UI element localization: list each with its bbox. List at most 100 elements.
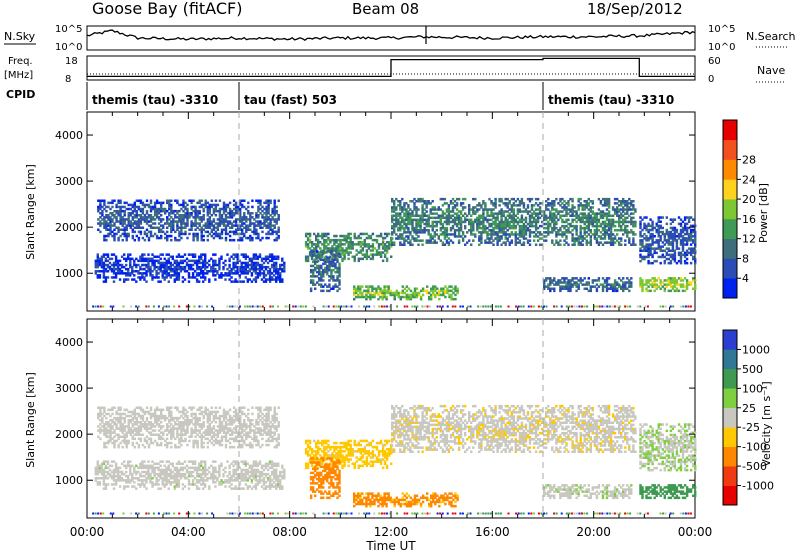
power-cell	[622, 281, 625, 284]
power-cell	[332, 268, 335, 272]
power-cell	[611, 222, 615, 226]
power-cell	[643, 257, 646, 261]
power-cell	[220, 216, 224, 219]
power-cell	[141, 201, 145, 205]
power-cell	[147, 261, 150, 265]
power-cell	[256, 274, 260, 277]
power-cell	[104, 253, 108, 256]
power-cell	[522, 218, 526, 222]
power-cell	[649, 232, 652, 236]
power-cell	[551, 212, 554, 215]
power-cell	[99, 224, 102, 227]
power-cell	[609, 243, 613, 246]
power-cell	[611, 243, 615, 246]
power-cell	[208, 226, 211, 229]
power-cell	[351, 245, 354, 248]
power-cell	[147, 236, 151, 240]
power-cell	[613, 241, 617, 244]
power-cell	[587, 233, 590, 236]
power-cell	[216, 209, 220, 213]
power-cell	[496, 226, 499, 230]
power-cell	[369, 291, 372, 295]
power-cell	[671, 279, 675, 282]
power-cell	[429, 212, 432, 215]
velocity-cell	[121, 416, 124, 420]
power-cell	[116, 270, 120, 273]
power-cell	[165, 274, 168, 277]
power-cell	[181, 261, 185, 265]
power-cell	[622, 218, 625, 222]
power-cell	[421, 200, 424, 203]
power-cell	[510, 239, 513, 242]
power-cell	[157, 255, 160, 258]
power-cell	[383, 289, 386, 293]
power-cell	[657, 220, 660, 223]
power-cell	[472, 220, 475, 224]
power-cell	[407, 297, 411, 301]
power-cell	[125, 267, 128, 271]
power-cell	[512, 204, 515, 207]
velocity-cell	[125, 431, 128, 434]
power-cell	[379, 287, 382, 290]
power-cell	[273, 205, 276, 209]
power-cell	[243, 222, 246, 225]
power-cell	[182, 203, 185, 207]
power-cell	[526, 204, 530, 207]
power-cell	[254, 265, 258, 269]
power-cell	[589, 231, 592, 234]
power-cell	[643, 247, 646, 250]
power-cell	[401, 224, 404, 228]
power-cell	[470, 229, 473, 232]
power-cell	[626, 235, 629, 238]
power-cell	[111, 220, 114, 223]
power-cell	[327, 236, 330, 240]
power-cell	[662, 305, 665, 308]
power-cell	[571, 218, 574, 222]
power-cell	[202, 234, 205, 238]
power-cell	[685, 230, 689, 234]
velocity-cell	[129, 429, 132, 432]
power-cell	[239, 228, 242, 231]
power-cell	[413, 197, 416, 201]
power-cell	[172, 228, 175, 231]
power-cell	[603, 233, 607, 236]
power-cell	[105, 216, 108, 219]
power-cell	[244, 272, 247, 275]
power-cell	[353, 232, 356, 236]
power-cell	[425, 218, 428, 222]
power-cell	[585, 214, 588, 217]
power-cell	[403, 291, 407, 295]
power-cell	[413, 293, 417, 297]
power-cell	[153, 261, 156, 265]
power-cell	[401, 237, 404, 240]
power-cell	[455, 204, 459, 207]
power-cell	[579, 277, 582, 280]
power-cell	[385, 232, 389, 236]
power-cell	[359, 293, 362, 297]
power-cell	[669, 218, 673, 221]
power-cell	[639, 281, 642, 284]
power-cell	[96, 259, 99, 263]
power-cell	[555, 208, 558, 211]
power-cell	[683, 218, 687, 221]
power-cell	[589, 243, 592, 246]
power-cell	[395, 224, 398, 228]
power-cell	[326, 260, 329, 264]
power-cell	[198, 259, 201, 263]
power-cell	[553, 208, 556, 211]
power-cell	[115, 220, 118, 223]
power-cell	[353, 259, 356, 263]
power-cell	[405, 235, 408, 238]
power-cell	[510, 224, 513, 228]
velocity-cell	[119, 441, 122, 445]
power-cell	[125, 263, 128, 267]
power-cell	[160, 205, 163, 209]
power-cell	[324, 270, 327, 274]
power-cell	[609, 287, 613, 290]
power-cell	[214, 209, 218, 213]
power-cell	[255, 199, 258, 202]
power-cell	[673, 230, 677, 234]
power-cell	[470, 208, 473, 211]
power-cell	[365, 295, 368, 299]
power-cell	[250, 274, 254, 277]
